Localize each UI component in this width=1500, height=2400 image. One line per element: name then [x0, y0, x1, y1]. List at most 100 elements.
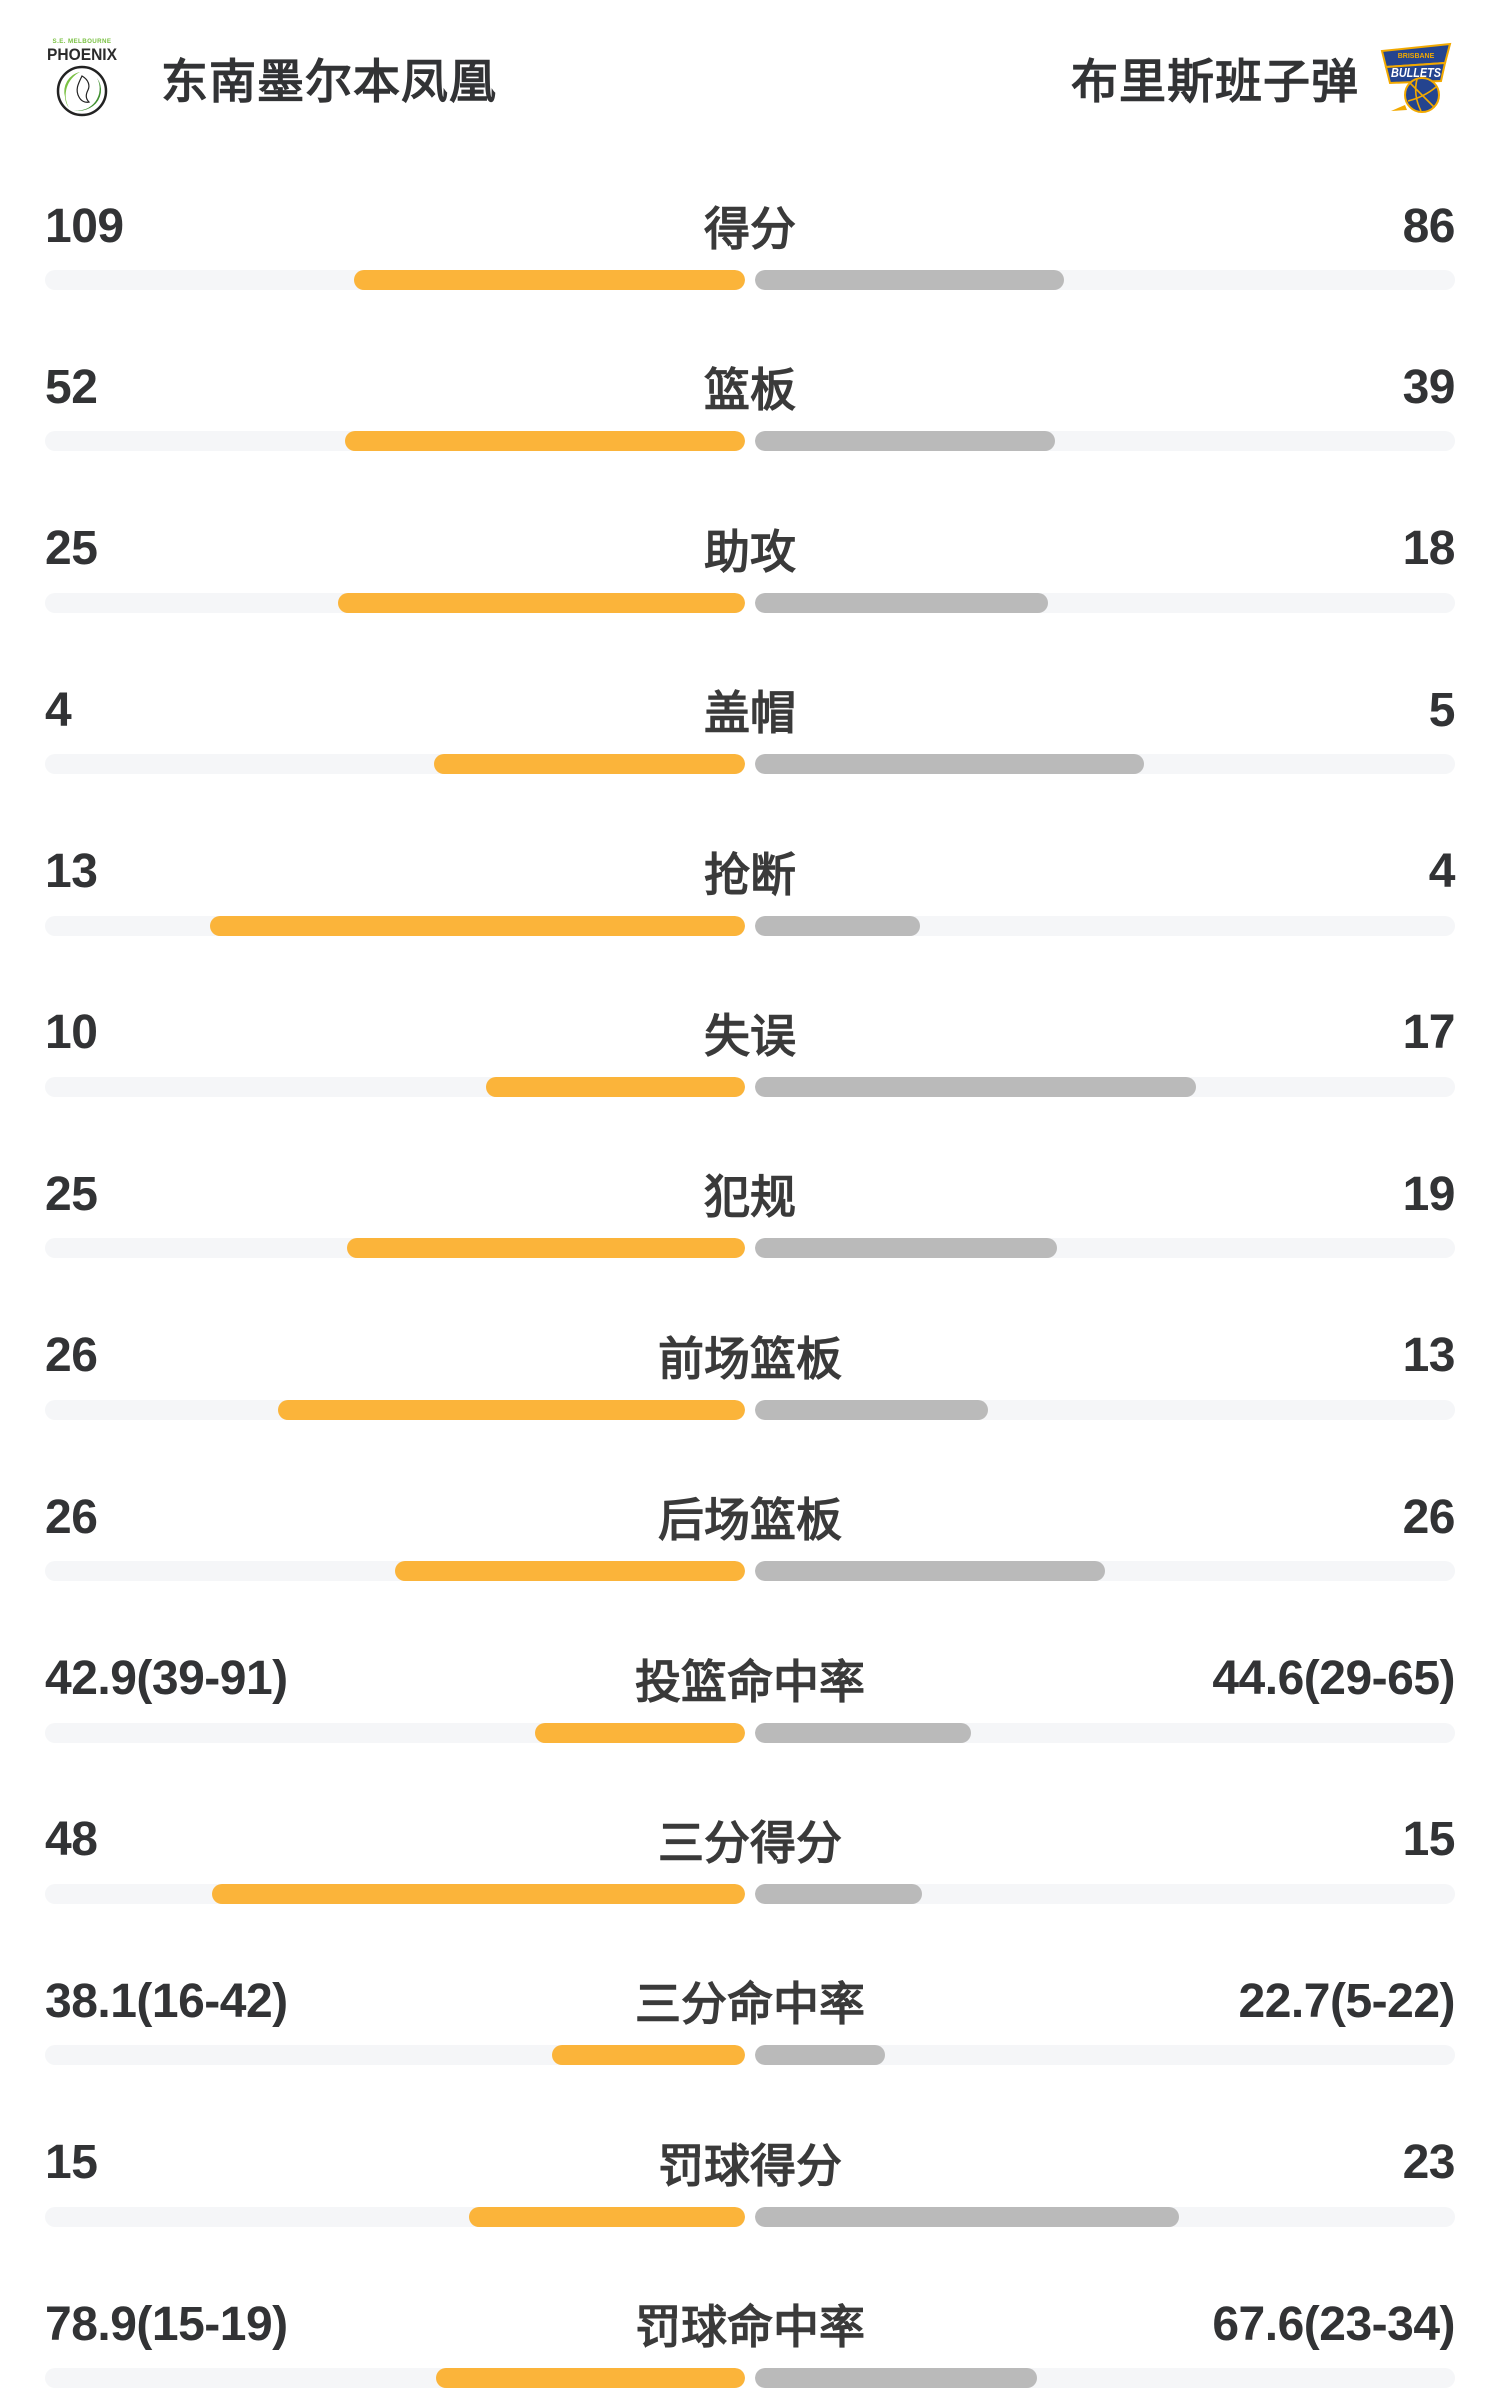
home-bar-fill	[436, 2368, 745, 2389]
stat-bars	[45, 1883, 1455, 1904]
home-bar-track	[45, 431, 745, 452]
stat-label: 前场篮板	[658, 1332, 842, 1385]
home-stat-value: 25	[45, 522, 98, 576]
stat-row: 78.9(15-19) 罚球命中率 67.6(23-34)	[45, 2238, 1455, 2399]
phoenix-logo-top-text: S.E. MELBOURNE	[53, 38, 112, 45]
home-stat-value: 109	[45, 199, 124, 253]
home-bar-track	[45, 1238, 745, 1259]
stat-row: 109 得分 86	[45, 140, 1456, 301]
home-bar-fill	[278, 1399, 745, 1420]
home-team-header: S.E. MELBOURNE PHOENIX 东南墨尔本凤凰	[45, 34, 497, 120]
away-bar-track	[755, 754, 1455, 775]
home-bar-fill	[433, 754, 745, 775]
stat-text-line: 42.9(39-91) 投篮命中率 44.6(29-65)	[45, 1651, 1455, 1708]
away-bar-fill	[755, 2045, 885, 2066]
home-stat-value: 38.1(16-42)	[45, 1974, 288, 2028]
phoenix-ball-emblem	[56, 65, 108, 117]
away-stat-value: 17	[1402, 1006, 1456, 1060]
stat-row: 25 犯规 19	[45, 1108, 1456, 1269]
home-bar-track	[45, 1561, 745, 1582]
home-bar-fill	[395, 1561, 745, 1582]
stat-label: 篮板	[704, 364, 796, 417]
stat-row: 42.9(39-91) 投篮命中率 44.6(29-65)	[45, 1593, 1455, 1754]
stat-text-line: 38.1(16-42) 三分命中率 22.7(5-22)	[45, 1973, 1456, 2031]
away-stat-value: 15	[1402, 1813, 1456, 1867]
stat-bars	[45, 1238, 1455, 1259]
bullets-logo-main-text: BULLETS	[1391, 65, 1441, 80]
home-bar-fill	[551, 2045, 745, 2066]
stat-bars	[45, 1076, 1455, 1097]
home-stat-value: 48	[45, 1813, 98, 1867]
away-stat-value: 4	[1428, 845, 1456, 899]
home-bar-track	[45, 1883, 745, 1904]
home-stat-value: 13	[45, 845, 98, 899]
away-bar-track	[755, 2368, 1455, 2389]
away-stat-value: 18	[1402, 522, 1456, 576]
home-bar-track	[45, 2206, 745, 2227]
away-stat-value: 26	[1402, 1490, 1456, 1544]
home-bar-fill	[468, 2206, 745, 2227]
away-bar-track	[755, 2045, 1455, 2066]
home-stat-value: 26	[45, 1490, 98, 1544]
phoenix-logo-main-text: PHOENIX	[47, 45, 118, 64]
away-bar-fill	[755, 2368, 1038, 2389]
away-bar-track	[755, 1561, 1455, 1582]
home-bar-track	[45, 1076, 745, 1097]
stat-bars	[45, 1561, 1455, 1582]
stat-bars	[45, 2045, 1455, 2066]
away-stat-value: 67.6(23-34)	[1212, 2297, 1455, 2351]
away-stat-value: 44.6(29-65)	[1212, 1652, 1455, 1706]
stat-label: 后场篮板	[658, 1494, 842, 1547]
stat-text-line: 78.9(15-19) 罚球命中率 67.6(23-34)	[45, 2296, 1455, 2354]
home-stat-value: 26	[45, 1329, 98, 1383]
stat-label: 罚球得分	[658, 2139, 842, 2192]
stat-text-line: 13 抢断 4	[45, 844, 1456, 901]
stats-list: 109 得分 86 52 篮板 39	[45, 140, 1456, 2399]
away-stat-value: 13	[1402, 1329, 1456, 1383]
bullets-logo-top-text: BRISBANE	[1398, 53, 1435, 60]
stat-text-line: 48 三分得分 15	[45, 1812, 1456, 1869]
home-bar-track	[45, 1722, 745, 1743]
home-bar-track	[45, 1399, 745, 1420]
away-bar-fill	[755, 1238, 1058, 1259]
home-stat-value: 25	[45, 1167, 98, 1221]
header: S.E. MELBOURNE PHOENIX 东南墨尔本凤凰 布里斯班子弹	[45, 0, 1455, 140]
away-bar-track	[755, 1883, 1455, 1904]
away-bar-fill	[755, 431, 1056, 452]
home-bar-track	[45, 915, 745, 936]
home-bar-fill	[345, 431, 745, 452]
away-stat-value: 22.7(5-22)	[1238, 1974, 1456, 2028]
stat-bars	[45, 431, 1455, 452]
stat-text-line: 4 盖帽 5	[45, 682, 1456, 740]
stat-row: 38.1(16-42) 三分命中率 22.7(5-22)	[45, 1915, 1456, 2076]
stat-label: 得分	[704, 203, 796, 255]
stat-row: 26 前场篮板 13	[45, 1270, 1456, 1431]
away-bar-fill	[755, 270, 1064, 290]
away-stat-value: 5	[1428, 683, 1456, 737]
stat-label: 抢断	[704, 848, 796, 901]
home-stat-value: 42.9(39-91)	[45, 1652, 288, 1706]
away-team-header: 布里斯班子弹 BRISBANE BULLETS	[1071, 39, 1455, 115]
away-bar-fill	[755, 1399, 989, 1420]
stat-label: 投篮命中率	[635, 1655, 865, 1708]
away-bar-track	[755, 270, 1455, 290]
stat-label: 盖帽	[704, 687, 796, 740]
away-bar-fill	[755, 1722, 971, 1743]
away-bar-fill	[755, 2206, 1179, 2227]
stat-text-line: 26 前场篮板 13	[45, 1328, 1456, 1385]
home-bar-fill	[534, 1722, 745, 1743]
away-stat-value: 19	[1402, 1167, 1456, 1221]
away-stat-value: 23	[1402, 2136, 1456, 2190]
away-bar-track	[755, 1238, 1455, 1259]
away-bar-fill	[755, 915, 920, 936]
stat-row: 52 篮板 39	[45, 301, 1456, 462]
home-stat-value: 78.9(15-19)	[45, 2297, 288, 2351]
away-bar-fill	[755, 592, 1049, 613]
phoenix-team-logo-icon: S.E. MELBOURNE PHOENIX	[45, 34, 119, 120]
home-stat-value: 15	[45, 2136, 98, 2190]
stat-text-line: 26 后场篮板 26	[45, 1489, 1456, 1547]
bullets-team-logo-icon: BRISBANE BULLETS	[1377, 39, 1455, 115]
home-stat-value: 10	[45, 1006, 98, 1060]
stat-text-line: 15 罚球得分 23	[45, 2135, 1456, 2192]
